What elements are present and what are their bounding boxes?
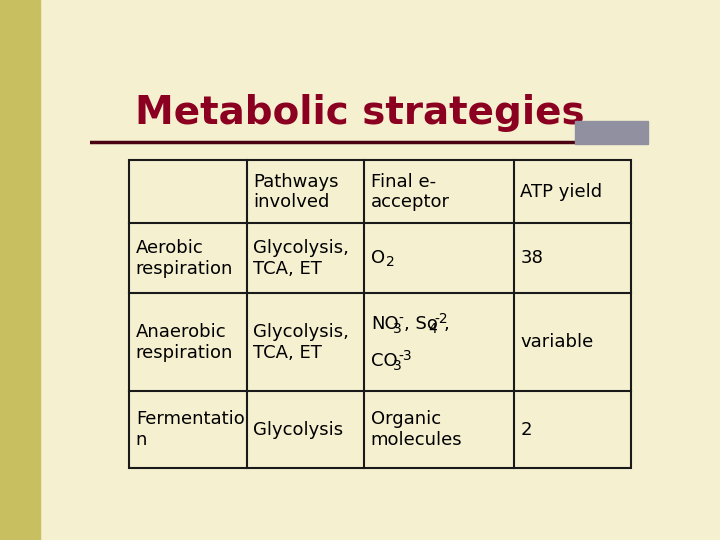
Text: ,: , bbox=[444, 314, 449, 333]
Text: -3: -3 bbox=[399, 349, 413, 363]
Text: 3: 3 bbox=[393, 321, 402, 335]
Text: , So: , So bbox=[405, 314, 438, 333]
Text: variable: variable bbox=[521, 333, 594, 351]
Text: Aerobic
respiration: Aerobic respiration bbox=[136, 239, 233, 278]
Text: NO: NO bbox=[371, 314, 398, 333]
Bar bbox=[575, 121, 648, 144]
Text: Organic
molecules: Organic molecules bbox=[371, 410, 462, 449]
Text: 2: 2 bbox=[521, 421, 532, 438]
Text: 2: 2 bbox=[386, 255, 395, 269]
Text: Final e-
acceptor: Final e- acceptor bbox=[371, 172, 450, 211]
Text: 38: 38 bbox=[521, 249, 544, 267]
Text: Glycolysis,
TCA, ET: Glycolysis, TCA, ET bbox=[253, 323, 349, 362]
Text: CO: CO bbox=[371, 352, 397, 370]
Text: O: O bbox=[371, 249, 385, 267]
Text: Anaerobic
respiration: Anaerobic respiration bbox=[136, 323, 233, 362]
Text: 4: 4 bbox=[428, 321, 437, 335]
Text: -: - bbox=[399, 312, 404, 326]
Text: 3: 3 bbox=[393, 359, 402, 373]
Text: Fermentatio
n: Fermentatio n bbox=[136, 410, 245, 449]
Text: ATP yield: ATP yield bbox=[521, 183, 603, 201]
Text: Glycolysis: Glycolysis bbox=[253, 421, 343, 438]
Text: Pathways
involved: Pathways involved bbox=[253, 172, 339, 211]
Text: Glycolysis,
TCA, ET: Glycolysis, TCA, ET bbox=[253, 239, 349, 278]
Bar bbox=[129, 160, 631, 468]
Text: -2: -2 bbox=[434, 312, 448, 326]
Text: Metabolic strategies: Metabolic strategies bbox=[135, 94, 584, 132]
